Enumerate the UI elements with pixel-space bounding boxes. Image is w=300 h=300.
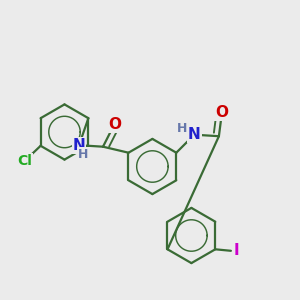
Text: I: I	[234, 243, 240, 258]
Text: H: H	[177, 122, 188, 135]
Text: Cl: Cl	[17, 154, 32, 168]
Text: O: O	[215, 105, 228, 120]
Text: H: H	[77, 148, 88, 161]
Text: N: N	[73, 138, 85, 153]
Text: N: N	[188, 127, 201, 142]
Text: O: O	[108, 117, 121, 132]
